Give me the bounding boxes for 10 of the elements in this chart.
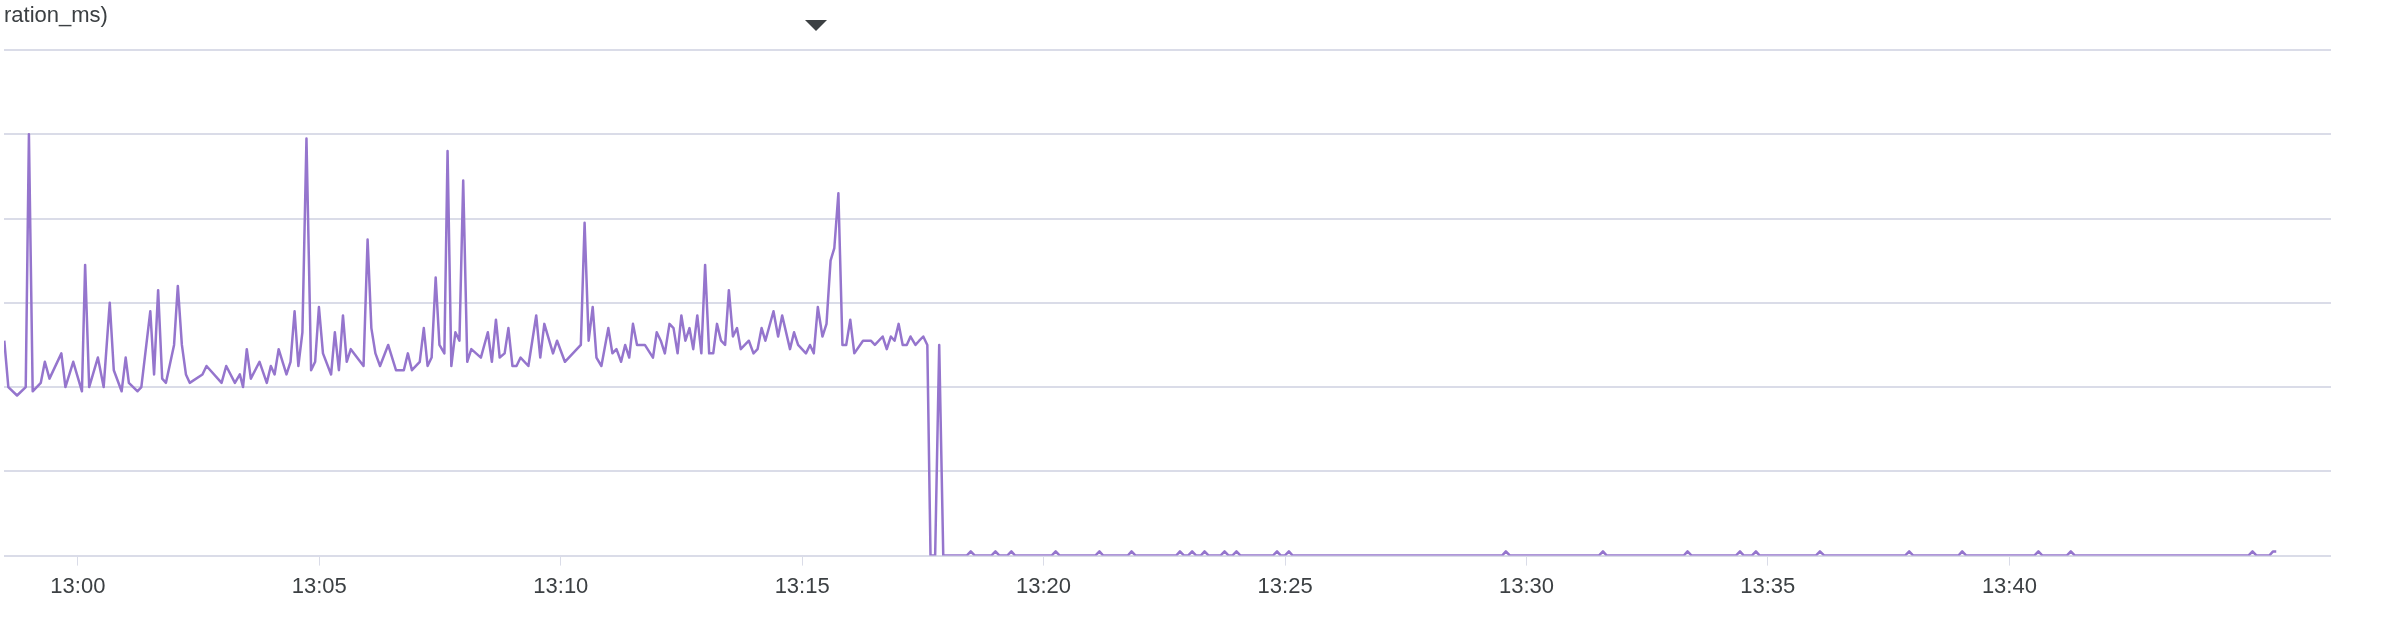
x-tick-label: 13:10 — [533, 572, 589, 598]
chart-title: ration_ms) — [4, 2, 108, 28]
x-tick-label: 13:05 — [291, 572, 347, 598]
x-tick-label: 13:00 — [50, 572, 106, 598]
x-tick-label: 13:35 — [1740, 572, 1796, 598]
x-tick-label: 13:25 — [1257, 572, 1313, 598]
x-tick-label: 13:20 — [1015, 572, 1072, 598]
x-tick-label: 13:15 — [774, 572, 830, 598]
x-tick-label: 13:30 — [1498, 572, 1554, 598]
x-tick-label: 13:40 — [1981, 572, 2037, 598]
